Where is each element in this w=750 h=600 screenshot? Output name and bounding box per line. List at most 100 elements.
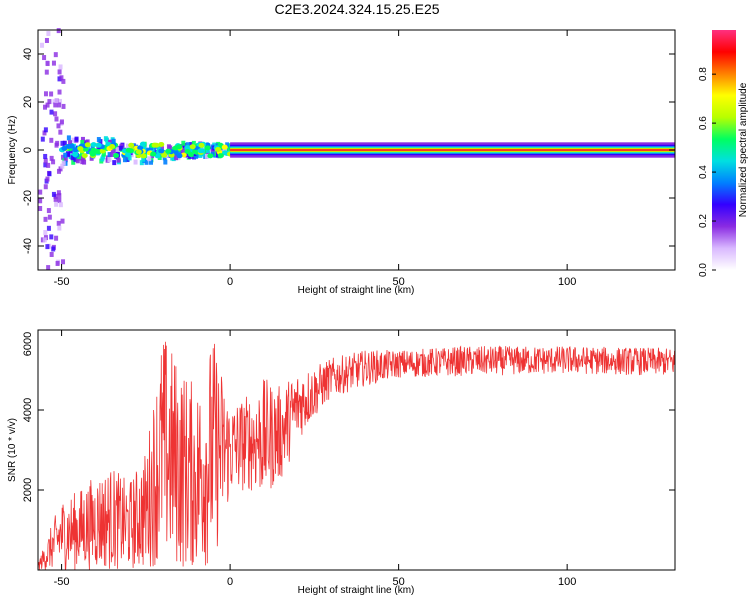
spectrogram-cell bbox=[191, 140, 196, 146]
spectrogram-noise-cell bbox=[60, 218, 65, 224]
colorbar-tick-label: 0.6 bbox=[698, 116, 709, 130]
spectrogram-peak bbox=[165, 148, 172, 154]
spectrogram-noise-cell bbox=[40, 42, 45, 48]
spectrogram-peak bbox=[172, 149, 179, 155]
spectrogram-noise-cell bbox=[49, 234, 54, 240]
spectrogram-noise-cell bbox=[43, 104, 48, 110]
spectrogram-peak bbox=[222, 150, 229, 156]
spectrogram-noise-cell bbox=[60, 163, 65, 169]
spectrogram-noise-cell bbox=[43, 162, 48, 168]
spectrogram-cell bbox=[174, 155, 179, 161]
spectrogram-cell bbox=[74, 136, 79, 142]
spectrogram-peak bbox=[61, 145, 68, 151]
colorbar-gradient bbox=[712, 30, 736, 270]
spectrogram-peak bbox=[215, 146, 222, 152]
snr-y-label: SNR (10 * v/v) bbox=[7, 418, 18, 482]
spectrogram-y-label: Frequency (Hz) bbox=[7, 116, 18, 185]
spectrogram-cell bbox=[205, 148, 210, 154]
spectrogram-peak bbox=[128, 142, 135, 148]
spectrogram-noise-cell bbox=[45, 102, 50, 108]
spectrogram-noise-cell bbox=[56, 190, 61, 196]
spectrogram-cell bbox=[177, 150, 182, 156]
spectrogram-cell bbox=[152, 148, 157, 154]
spectrogram-noise-cell bbox=[46, 30, 51, 36]
spectrogram-noise-cell bbox=[42, 130, 47, 136]
snr-chart: -50 0 50 100 2000 4000 6000 Height of straigh… bbox=[7, 329, 676, 596]
spectrogram-noise-cell bbox=[59, 119, 64, 125]
spectrogram-cell bbox=[125, 156, 130, 162]
spectrogram-noise-cell bbox=[47, 214, 52, 220]
spectrogram-noise-cell bbox=[53, 196, 58, 202]
spectrogram-noise-cell bbox=[43, 229, 48, 235]
spectrogram-noise-cell bbox=[43, 216, 48, 222]
spectrogram-cell bbox=[101, 151, 106, 157]
spectrogram-peak bbox=[197, 148, 204, 154]
y-tick-label: 6000 bbox=[22, 332, 34, 356]
spectrogram-peak bbox=[137, 145, 144, 151]
spectrogram-chart: -50 0 50 100 -40 -20 0 20 40 Height of straight… bbox=[7, 28, 676, 296]
spectrogram-peak bbox=[176, 153, 183, 159]
spectrogram-noise-cell bbox=[43, 91, 48, 97]
spectrogram-cell bbox=[73, 156, 78, 162]
spectrogram-noise-cell bbox=[60, 140, 65, 146]
snr-y-ticks: 2000 4000 6000 bbox=[22, 329, 675, 502]
spectrogram-noise-cell bbox=[54, 201, 59, 207]
spectrogram-cell bbox=[139, 160, 144, 166]
spectrogram-cell bbox=[122, 157, 127, 163]
y-tick-label: 4000 bbox=[22, 398, 34, 422]
spectrogram-noise-cell bbox=[57, 198, 62, 204]
spectrogram-noise-cell bbox=[55, 140, 60, 146]
spectrogram-peak bbox=[172, 145, 179, 151]
spectrogram-peak bbox=[84, 142, 91, 148]
spectrogram-noise-cell bbox=[59, 75, 64, 81]
spectrogram-cell bbox=[141, 156, 146, 162]
x-tick-label: 50 bbox=[393, 576, 405, 588]
spectrogram-cell bbox=[70, 155, 75, 161]
spectrogram-noise-cell bbox=[51, 191, 56, 197]
spectrogram-noise-cell bbox=[47, 99, 52, 105]
spectrogram-cell bbox=[109, 151, 114, 157]
spectrogram-cell bbox=[61, 160, 66, 166]
spectrogram-noise-cell bbox=[53, 111, 58, 117]
spectrogram-peak bbox=[89, 151, 96, 157]
spectrogram-cell bbox=[96, 145, 101, 151]
spectrogram-noise-cell bbox=[56, 102, 61, 108]
spectrogram-noise-cell bbox=[51, 60, 56, 66]
y-tick-label: 20 bbox=[22, 96, 34, 108]
spectrogram-cell bbox=[212, 151, 217, 157]
spectrogram-cell bbox=[77, 154, 82, 160]
spectrogram-noise-cell bbox=[49, 109, 54, 115]
spectrogram-noise-cell bbox=[45, 244, 50, 250]
spectrogram-cell bbox=[226, 146, 231, 152]
spectrogram-noise-cell bbox=[51, 159, 56, 165]
spectrogram-noise-cell bbox=[49, 155, 54, 161]
spectrogram-x-ticks: -50 0 50 100 bbox=[54, 30, 576, 288]
spectrogram-noise-cell bbox=[45, 61, 50, 67]
spectrogram-cell bbox=[145, 147, 150, 153]
colorbar-tick-label: 0.2 bbox=[698, 214, 709, 228]
spectrogram-cell bbox=[168, 145, 173, 151]
spectrogram-cell bbox=[125, 143, 130, 149]
spectrogram-noise-cell bbox=[57, 89, 62, 95]
spectrogram-cell bbox=[68, 140, 73, 146]
spectrogram-noise-cell bbox=[43, 153, 48, 159]
x-tick-label: 100 bbox=[558, 276, 576, 288]
spectrogram-peak bbox=[151, 142, 158, 148]
spectrogram-peak bbox=[77, 146, 84, 152]
spectrogram-cell bbox=[96, 137, 101, 143]
spectrogram-cell bbox=[80, 136, 85, 142]
spectrogram-noise-cell bbox=[44, 69, 49, 75]
spectrogram-noise-cell bbox=[46, 265, 51, 271]
spectrogram-cell bbox=[225, 142, 230, 148]
x-tick-label: 0 bbox=[227, 276, 233, 288]
spectrogram-cell bbox=[185, 152, 190, 158]
spectrogram-cell bbox=[112, 160, 117, 166]
spectrogram-cell bbox=[100, 156, 105, 162]
spectrogram-peak bbox=[207, 153, 214, 159]
spectrogram-peak bbox=[150, 151, 157, 157]
spectrogram-noise-cell bbox=[44, 37, 49, 43]
spectrogram-peak bbox=[154, 153, 161, 159]
spectrogram-cell bbox=[189, 142, 194, 148]
spectrogram-noise-cell bbox=[56, 28, 61, 34]
